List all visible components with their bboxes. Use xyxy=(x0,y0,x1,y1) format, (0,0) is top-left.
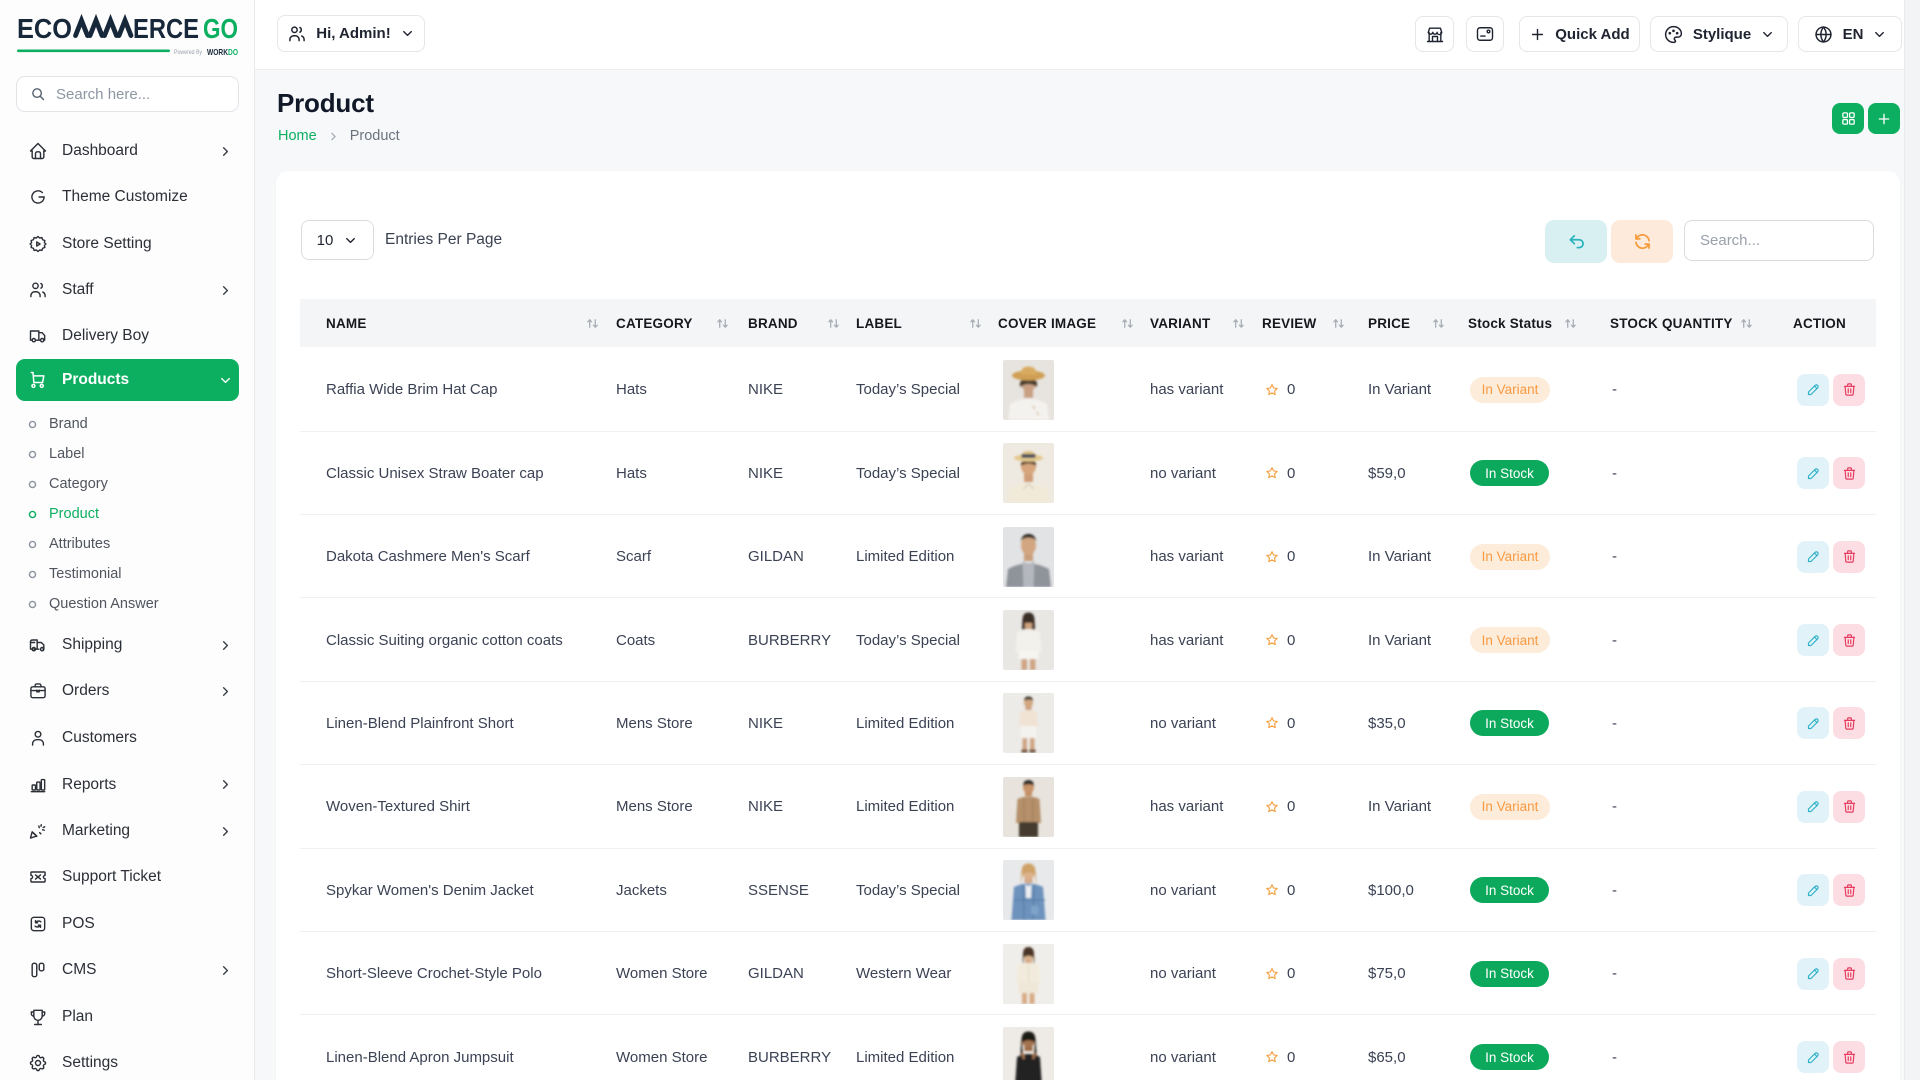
svg-text:WORKDO: WORKDO xyxy=(207,47,238,57)
svg-text:ECO: ECO xyxy=(17,13,72,44)
svg-text:ERCE: ERCE xyxy=(133,13,199,44)
svg-text:GO: GO xyxy=(203,13,238,44)
svg-text:Powered By: Powered By xyxy=(174,49,203,56)
